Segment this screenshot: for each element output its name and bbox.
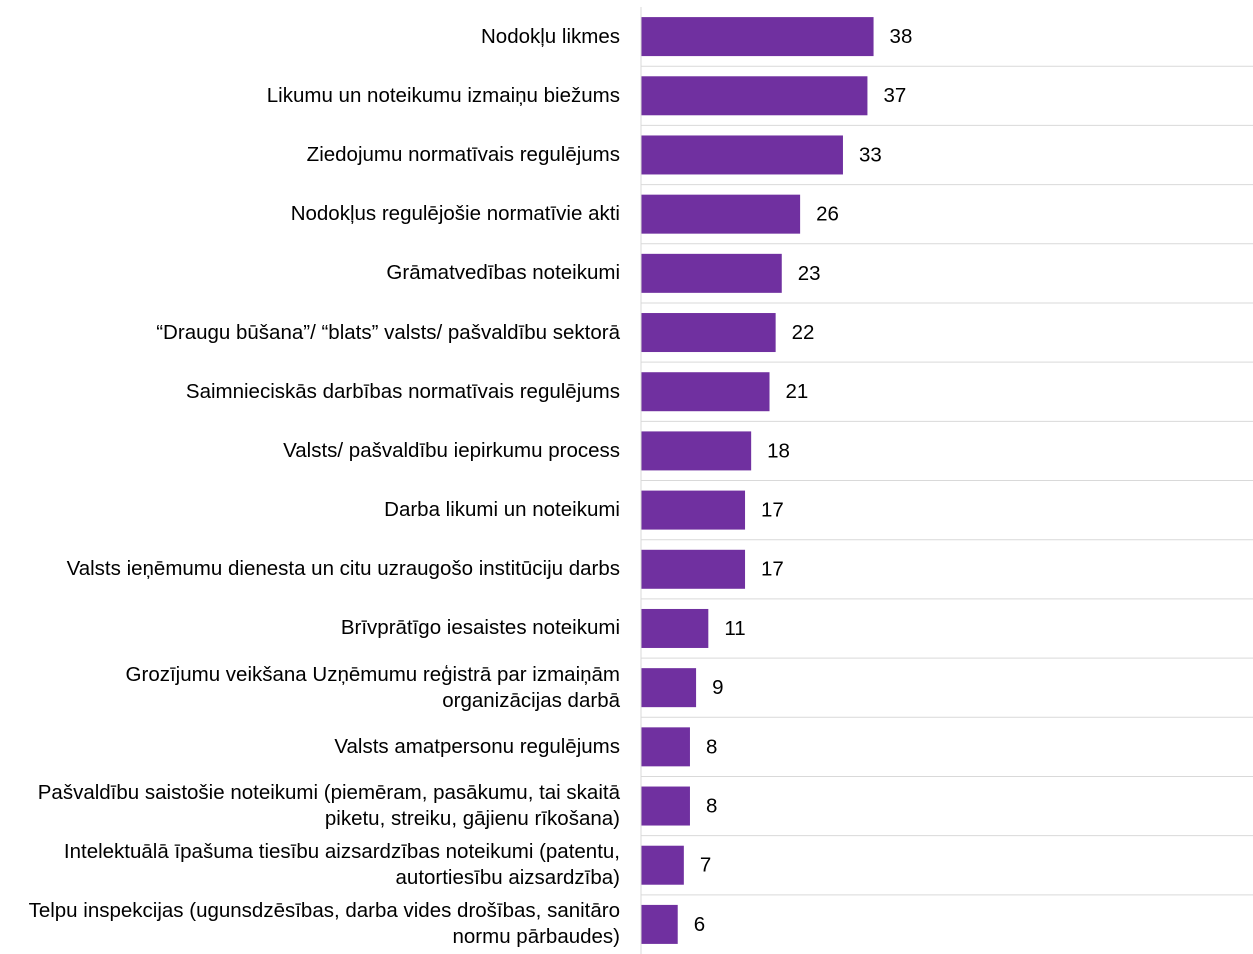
category-label: Darba likumi un noteikumi [384,498,620,522]
bar [641,608,709,648]
category-label: Likumu un noteikumu izmaiņu biežums [266,83,620,107]
bar [641,76,868,116]
data-label: 11 [724,617,745,640]
data-label: 17 [761,499,784,522]
category-label: Grāmatvedības noteikumi [386,261,620,285]
category-label: Telpu inspekcijas (ugunsdzēsības, darba … [28,899,620,949]
bar [641,17,874,57]
data-label: 38 [890,25,913,48]
bar [641,668,697,708]
data-label: 7 [700,854,711,877]
category-label: Saimnieciskās darbības normatīvais regul… [185,379,620,403]
data-label: 23 [798,262,821,285]
bar [641,372,770,412]
bar [641,786,690,826]
bar [641,549,746,589]
bar [641,904,678,944]
bar [641,253,782,293]
bar [641,845,684,885]
category-label: Grozījumu veikšana Uzņēmumu reģistrā par… [125,662,620,712]
bar [641,313,776,353]
data-label: 18 [767,439,790,462]
data-label: 21 [786,380,809,403]
category-label: Nodokļu likmes [481,24,620,48]
data-label: 8 [706,735,717,758]
category-label: “Draugu būšana”/ “blats” valsts/ pašvald… [156,320,620,344]
bar [641,727,690,767]
data-label: 6 [694,913,705,936]
bar [641,194,801,234]
bar [641,490,746,530]
data-label: 17 [761,558,784,581]
category-label: Valsts amatpersonu regulējums [334,734,620,758]
category-label: Pašvaldību saistošie noteikumi (piemēram… [37,781,620,831]
category-label: Nodokļus regulējošie normatīvie akti [290,202,620,226]
bar [641,431,752,471]
data-label: 37 [883,84,906,107]
data-label: 33 [859,143,882,166]
bar [641,135,843,175]
category-label: Intelektuālā īpašuma tiesību aizsardzība… [63,840,620,890]
category-label: Valsts/ pašvaldību iepirkumu process [283,438,620,462]
category-label: Valsts ieņēmumu dienesta un citu uzraugo… [66,557,620,581]
data-label: 26 [816,203,839,226]
data-label: 22 [792,321,815,344]
category-label: Brīvprātīgo iesaistes noteikumi [340,616,620,640]
data-label: 9 [712,676,723,699]
category-label: Ziedojumu normatīvais regulējums [306,142,620,166]
data-label: 8 [706,794,717,817]
